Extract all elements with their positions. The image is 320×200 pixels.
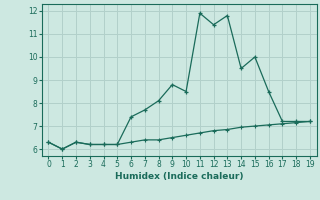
- X-axis label: Humidex (Indice chaleur): Humidex (Indice chaleur): [115, 172, 244, 181]
